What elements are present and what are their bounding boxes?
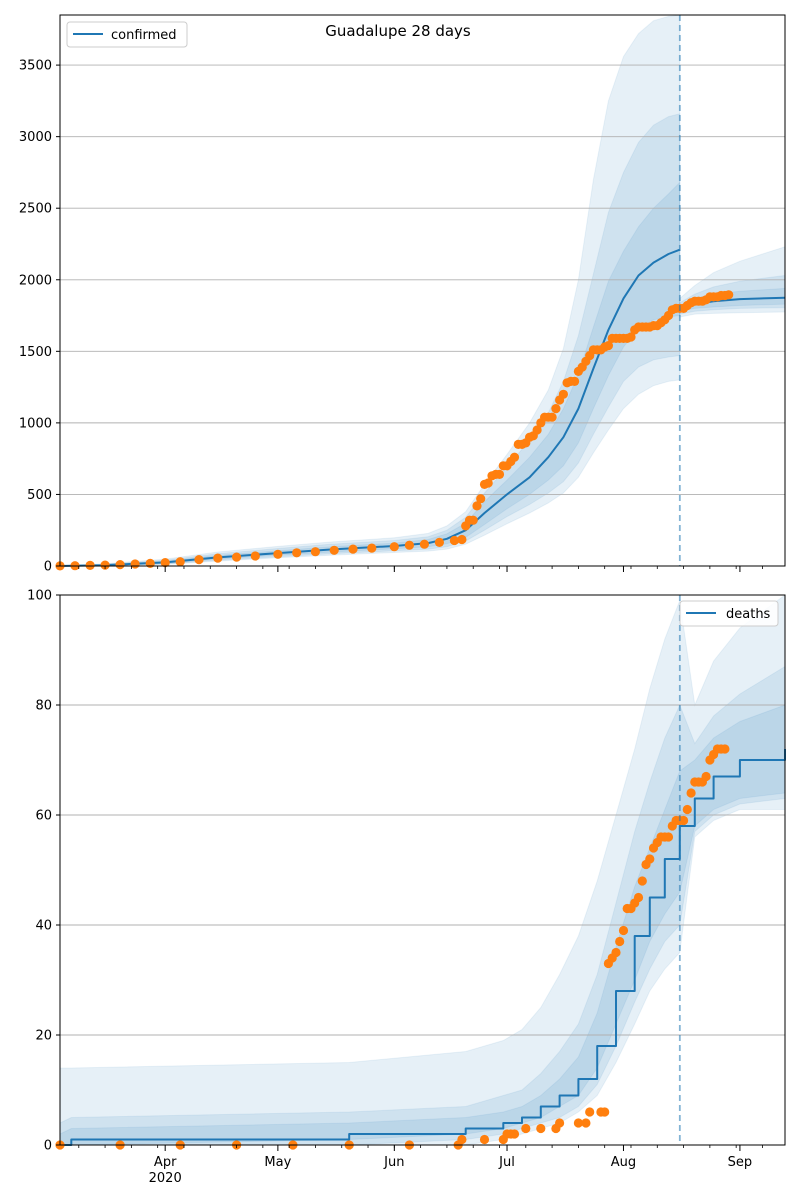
- observed-point: [555, 1118, 565, 1128]
- observed-point: [479, 1134, 490, 1145]
- observed-point: [389, 542, 399, 552]
- deaths-plot-frame: [59, 594, 786, 1146]
- y-tick-label: 100: [27, 589, 52, 604]
- observed-point: [679, 815, 689, 826]
- observed-point: [581, 1118, 591, 1128]
- observed-point: [367, 543, 377, 553]
- y-tick-label: 0: [44, 1139, 52, 1154]
- observed-point: [292, 548, 302, 558]
- confirmed-x-axis: [78, 566, 763, 572]
- observed-point: [645, 854, 655, 864]
- x-year-label: 2020: [149, 1171, 182, 1186]
- observed-point: [682, 804, 692, 815]
- observed-point: [250, 551, 260, 561]
- observed-point: [115, 560, 125, 570]
- x-tick-label: Jul: [498, 1155, 515, 1170]
- y-tick-label: 60: [35, 809, 52, 824]
- x-tick-label: Aug: [611, 1155, 636, 1170]
- observed-point: [547, 412, 557, 422]
- observed-point: [615, 936, 625, 947]
- observed-point: [600, 1107, 610, 1117]
- model-median-line: [60, 749, 786, 1146]
- y-tick-label: 80: [35, 699, 52, 714]
- y-tick-label: 0: [44, 560, 52, 575]
- observed-point: [603, 341, 614, 351]
- observed-point: [618, 925, 629, 936]
- observed-point: [472, 501, 482, 511]
- observed-point: [570, 376, 580, 386]
- observed-point: [130, 559, 140, 569]
- deaths-legend: deaths: [679, 600, 779, 627]
- confirmed-y-axis: 0 500 1000 1500 2000 2500 3000 3500: [19, 59, 60, 575]
- observed-point: [310, 547, 320, 557]
- observed-point: [585, 1107, 595, 1117]
- observed-point: [194, 555, 204, 565]
- observed-point: [720, 744, 730, 754]
- observed-point: [483, 478, 493, 488]
- observed-point: [633, 892, 644, 903]
- observed-point: [663, 832, 674, 842]
- observed-point: [273, 549, 283, 559]
- deaths-legend-label: deaths: [726, 607, 771, 622]
- x-tick-label: Jun: [383, 1155, 404, 1170]
- observed-point: [521, 1123, 531, 1134]
- y-tick-label: 1000: [19, 416, 52, 431]
- confirmed-observed-points: [55, 290, 734, 571]
- confirmed-chart: 0 500 1000 1500 2000 2500 3000 3500 Guadalupe 2…: [19, 14, 786, 575]
- observed-point: [175, 557, 185, 567]
- observed-point: [573, 1118, 584, 1128]
- confirmed-gridlines: [60, 64, 785, 495]
- observed-point: [468, 515, 478, 525]
- y-tick-label: 20: [35, 1029, 52, 1044]
- y-tick-label: 1500: [19, 345, 52, 360]
- confirmed-plot-frame: [59, 14, 786, 567]
- observed-point: [701, 771, 711, 782]
- observed-point: [213, 553, 223, 563]
- observed-point: [419, 539, 429, 549]
- observed-point: [686, 788, 696, 798]
- x-tick-label: May: [264, 1155, 291, 1170]
- observed-point: [532, 425, 542, 435]
- y-tick-label: 3500: [19, 59, 52, 74]
- observed-point: [551, 404, 561, 414]
- observed-point: [637, 876, 647, 886]
- observed-point: [232, 552, 242, 562]
- observed-point: [449, 535, 459, 546]
- observed-point: [558, 389, 569, 399]
- x-tick-label: Apr: [154, 1155, 177, 1170]
- observed-point: [457, 534, 467, 545]
- observed-point: [626, 332, 636, 342]
- observed-point: [509, 452, 520, 462]
- y-tick-label: 2000: [19, 273, 52, 288]
- observed-point: [85, 560, 95, 571]
- observed-point: [404, 540, 414, 550]
- y-tick-label: 500: [27, 488, 52, 503]
- y-tick-label: 3000: [19, 130, 52, 145]
- observed-point: [100, 560, 110, 570]
- observed-point: [509, 1129, 520, 1139]
- observed-point: [348, 544, 358, 554]
- confirmed-legend: confirmed: [66, 21, 188, 48]
- observed-point: [494, 469, 505, 479]
- observed-point: [329, 545, 339, 555]
- y-tick-label: 2500: [19, 202, 52, 217]
- deaths-model-lines: [60, 749, 786, 1146]
- confirmed-legend-label: confirmed: [111, 28, 177, 43]
- observed-point: [476, 494, 486, 504]
- observed-point: [145, 558, 155, 569]
- deaths-observed-points: [55, 744, 730, 1150]
- y-tick-label: 40: [35, 919, 52, 934]
- observed-point: [457, 1134, 467, 1145]
- deaths-y-axis: 0 20 40 60 80 100: [27, 589, 60, 1154]
- observed-point: [724, 290, 734, 300]
- observed-point: [434, 537, 444, 548]
- observed-point: [160, 558, 170, 568]
- observed-point: [611, 947, 621, 958]
- observed-point: [536, 1123, 546, 1134]
- figure-title: Guadalupe 28 days: [325, 22, 471, 40]
- x-tick-label: Sep: [728, 1155, 753, 1170]
